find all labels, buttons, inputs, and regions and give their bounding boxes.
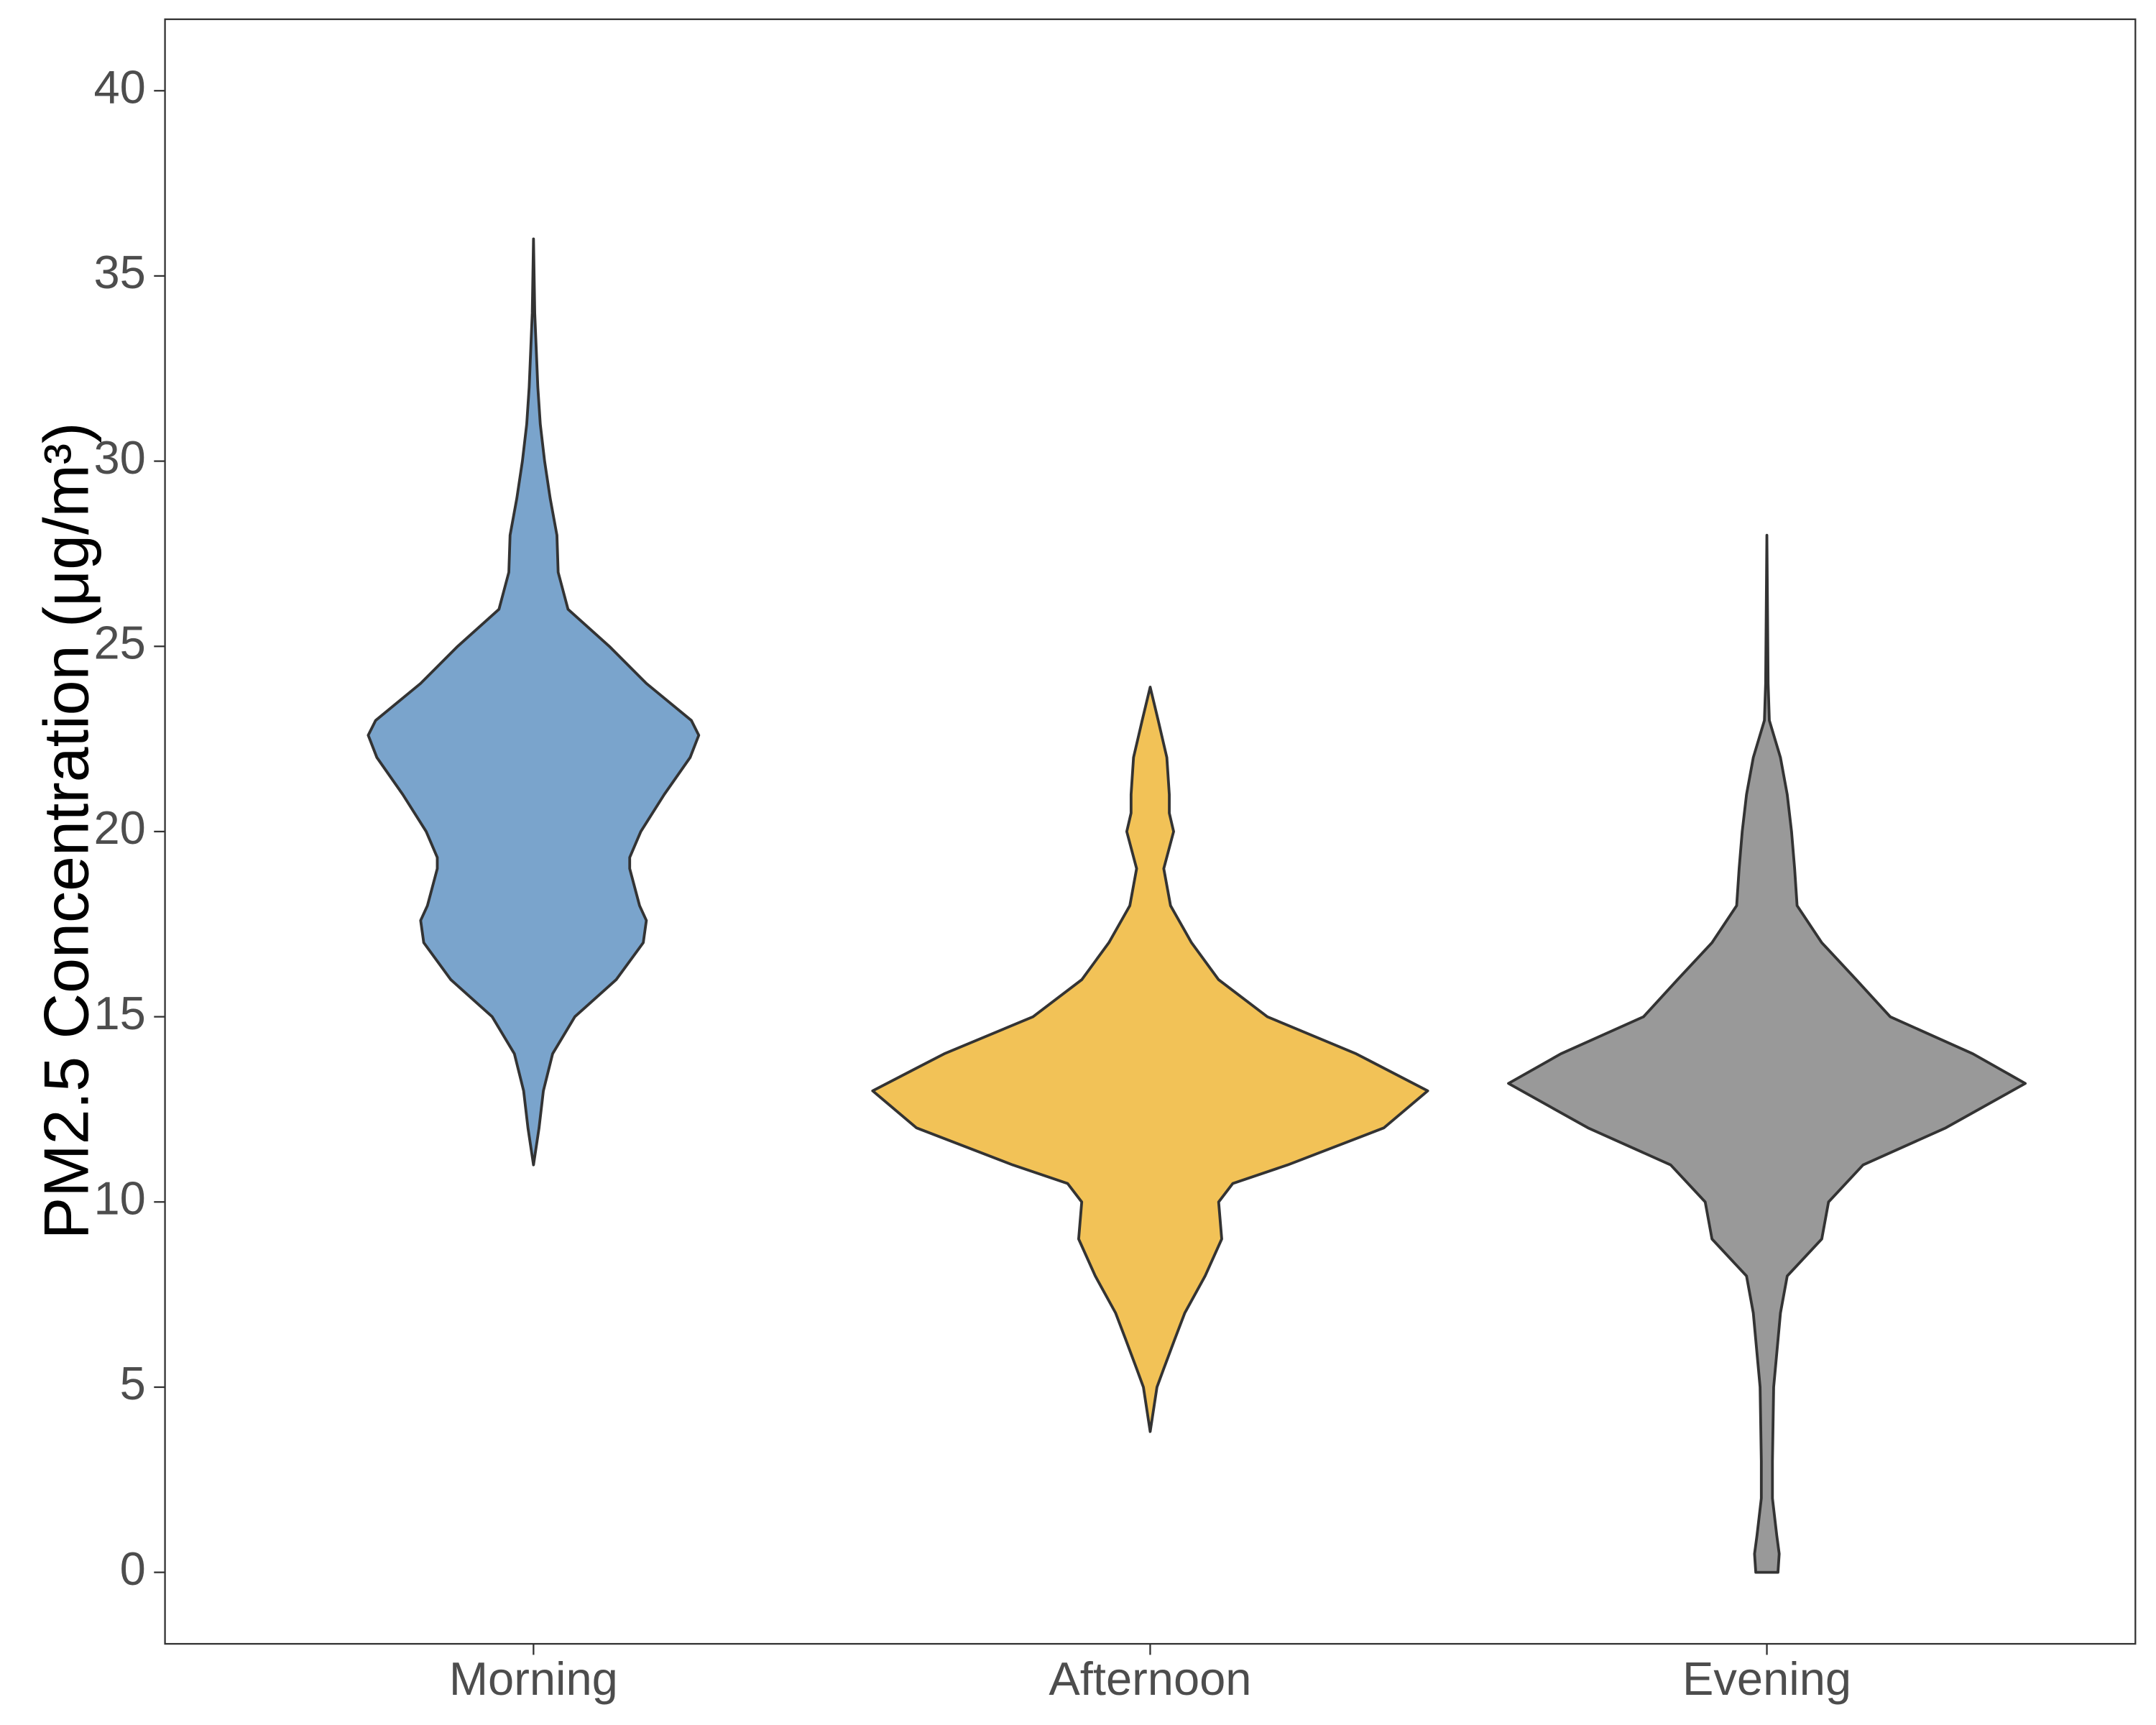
y-tick-label: 0 <box>120 1542 146 1595</box>
y-tick-label: 35 <box>93 246 145 298</box>
y-tick-label: 25 <box>93 616 145 668</box>
x-tick-label: Morning <box>449 1652 618 1705</box>
y-tick-label: 30 <box>93 431 145 484</box>
y-tick-label: 10 <box>93 1172 145 1224</box>
violin <box>871 686 1429 1433</box>
violin <box>367 237 701 1167</box>
y-tick-label: 5 <box>120 1357 146 1409</box>
x-tick-label: Afternoon <box>1049 1652 1251 1705</box>
x-tick-label: Evening <box>1682 1652 1851 1705</box>
violin <box>1507 533 2027 1574</box>
y-axis-label: PM2.5 Concentration (μg/m³) <box>31 423 102 1240</box>
y-tick-label: 15 <box>93 987 145 1039</box>
y-tick-label: 20 <box>93 801 145 854</box>
y-tick-label: 40 <box>93 60 145 113</box>
